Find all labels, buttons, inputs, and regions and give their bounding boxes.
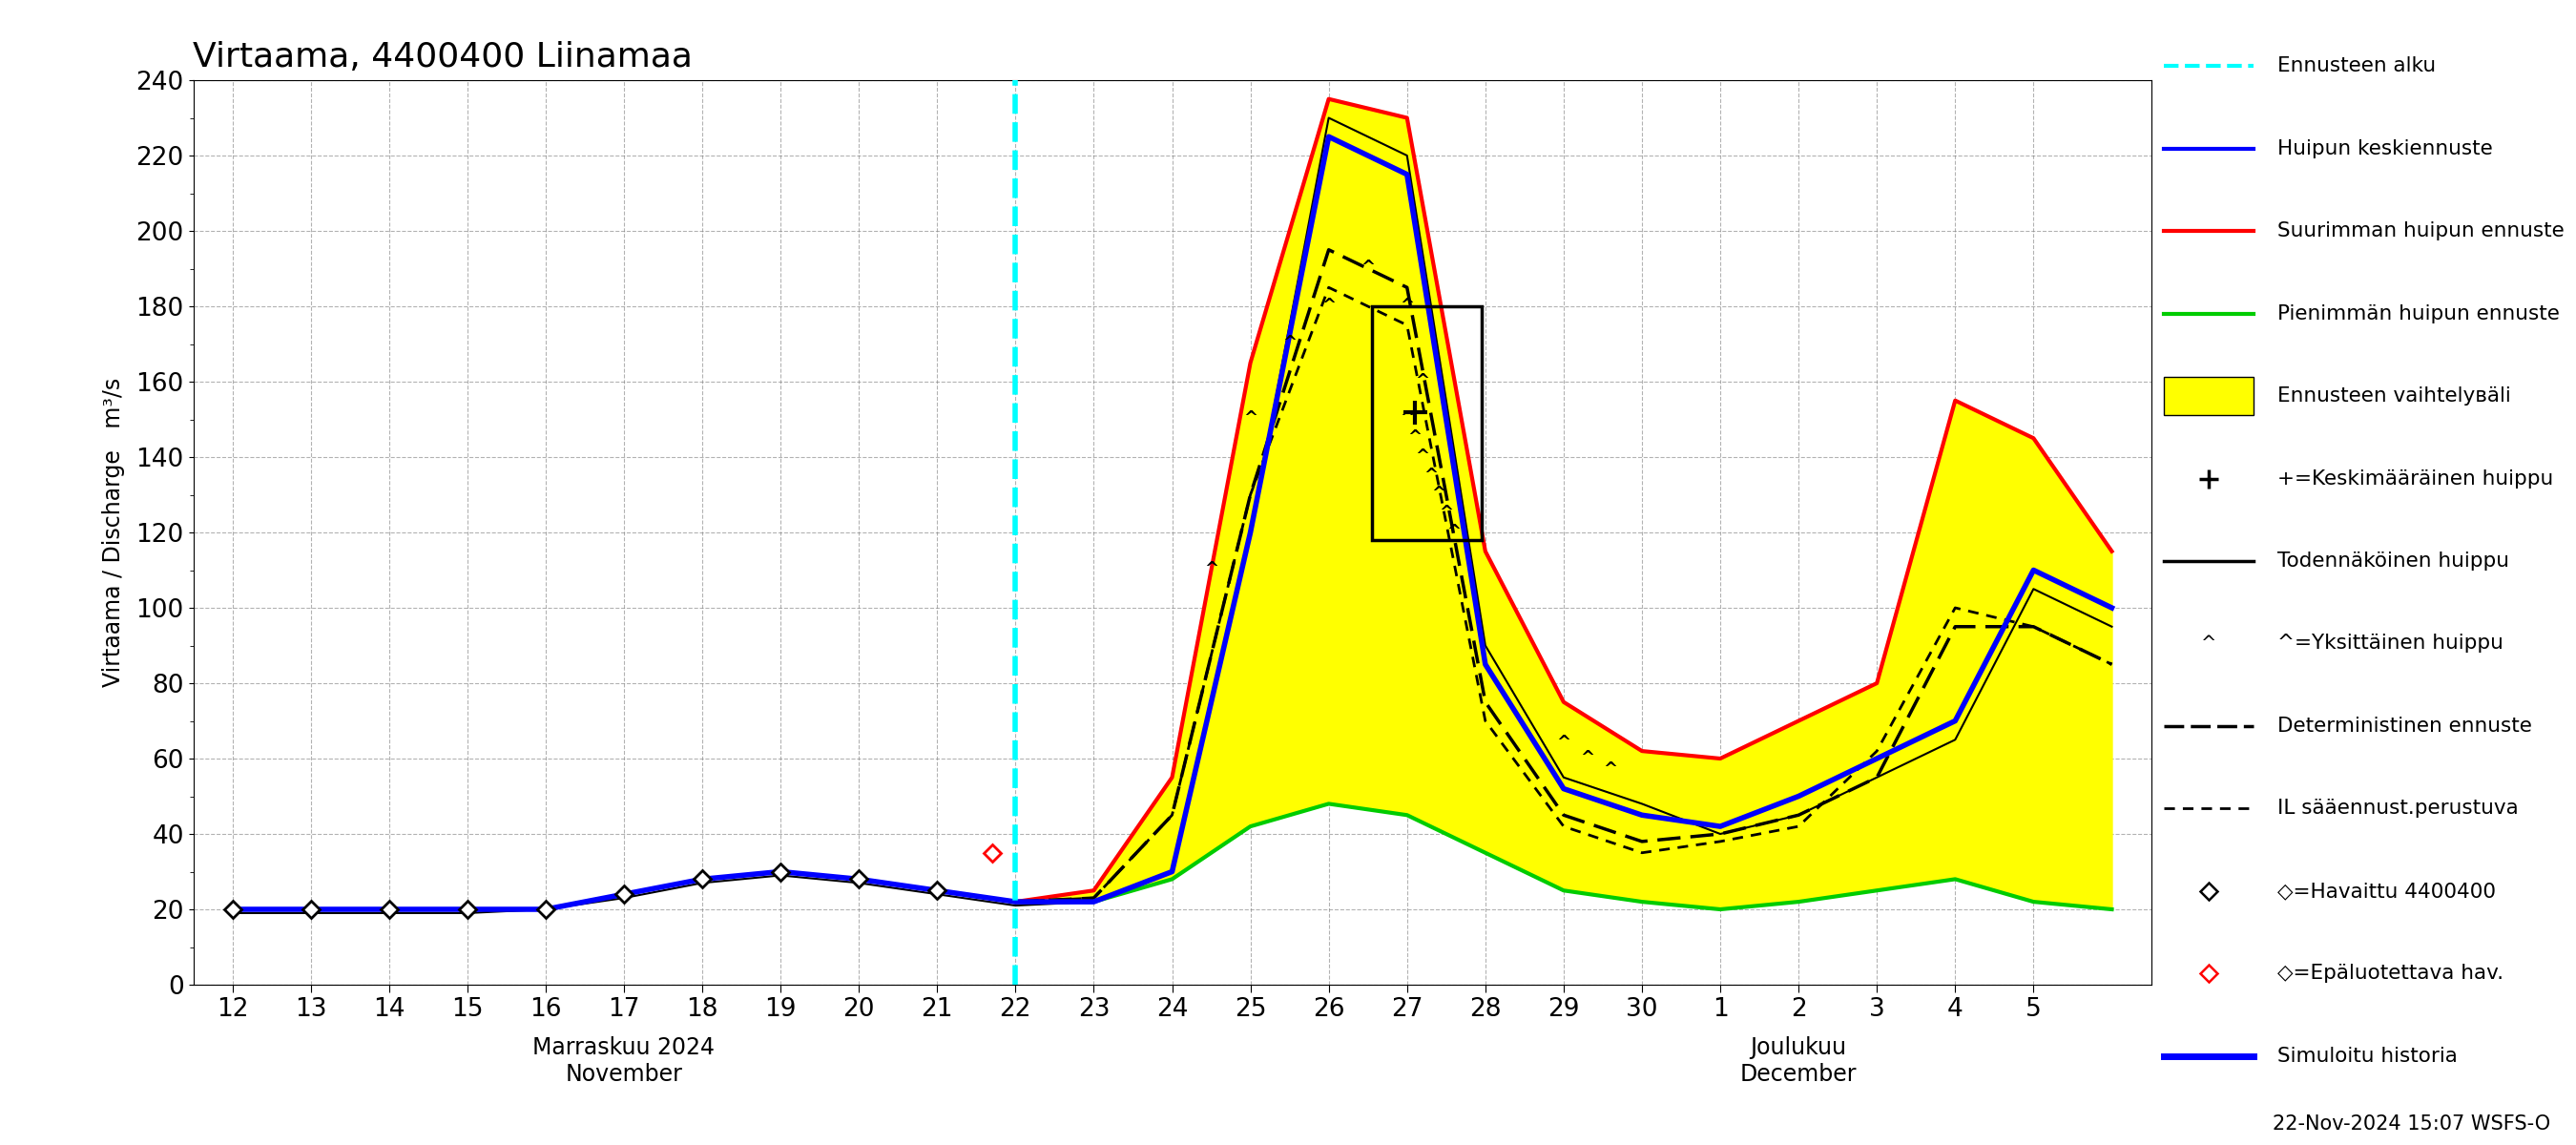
Text: Simuloitu historia: Simuloitu historia: [2277, 1047, 2458, 1066]
Text: Joulukuu
December: Joulukuu December: [1741, 1036, 1857, 1085]
Text: Ennusteen vaihtelувäli: Ennusteen vaihtelувäli: [2277, 387, 2512, 405]
Text: Todennäköinen huippu: Todennäköinen huippu: [2277, 552, 2509, 570]
Text: ^: ^: [1579, 749, 1595, 766]
Text: ◇=Epäluotettava hav.: ◇=Epäluotettava hav.: [2277, 964, 2504, 984]
Text: ^=Yksittäinen huippu: ^=Yksittäinen huippu: [2277, 634, 2504, 653]
Text: +=Keskimääräinen huippu: +=Keskimääräinen huippu: [2277, 469, 2553, 488]
Text: ^: ^: [1448, 523, 1461, 540]
Text: ^: ^: [1399, 297, 1414, 314]
Text: ^: ^: [1203, 560, 1218, 577]
Text: Suurimman huipun ennuste: Suurimman huipun ennuste: [2277, 221, 2566, 240]
Text: Huipun keskiennuste: Huipun keskiennuste: [2277, 139, 2494, 158]
Text: ^: ^: [1321, 297, 1337, 314]
Text: ^: ^: [1602, 760, 1618, 777]
Bar: [2164, 377, 2254, 414]
Text: ^: ^: [1283, 334, 1296, 352]
Bar: [1373, 306, 1481, 540]
Text: ^: ^: [1414, 448, 1430, 465]
Y-axis label: Virtaama / Discharge   m³/s: Virtaama / Discharge m³/s: [103, 378, 126, 687]
Text: 22-Nov-2024 15:07 WSFS-O: 22-Nov-2024 15:07 WSFS-O: [2272, 1114, 2550, 1134]
Text: Virtaama, 4400400 Liinamaa: Virtaama, 4400400 Liinamaa: [193, 41, 693, 73]
Text: ^: ^: [1244, 410, 1257, 427]
Text: ^: ^: [1414, 372, 1430, 389]
Text: ^: ^: [1432, 485, 1445, 503]
Text: Ennusteen alku: Ennusteen alku: [2277, 56, 2437, 76]
Text: ◇=Havaittu 4400400: ◇=Havaittu 4400400: [2277, 882, 2496, 901]
Text: IL sääennust.perustuva: IL sääennust.perustuva: [2277, 799, 2519, 819]
Text: Marraskuu 2024
November: Marraskuu 2024 November: [533, 1036, 716, 1085]
Text: ^: ^: [1360, 259, 1376, 276]
Text: ^: ^: [1440, 504, 1453, 521]
Text: ^: ^: [1399, 410, 1414, 427]
Text: ^: ^: [2200, 634, 2215, 653]
Text: ^: ^: [1425, 466, 1437, 483]
Text: ^: ^: [1406, 428, 1422, 445]
Text: Deterministinen ennuste: Deterministinen ennuste: [2277, 717, 2532, 735]
Text: Pienimmän huipun ennuste: Pienimmän huipun ennuste: [2277, 303, 2561, 323]
Text: ^: ^: [1556, 734, 1571, 751]
